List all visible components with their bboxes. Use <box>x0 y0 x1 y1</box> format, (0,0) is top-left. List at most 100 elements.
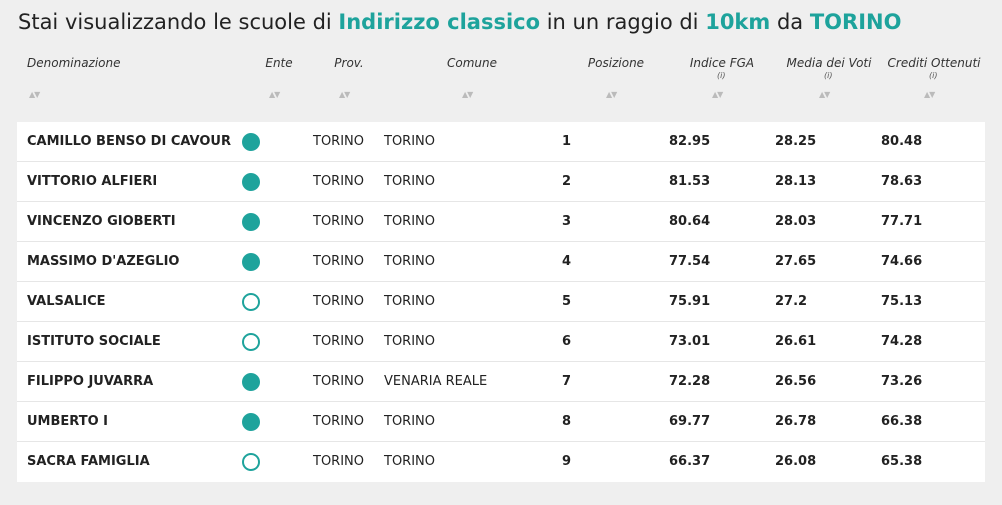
school-name: CAMILLO BENSO DI CAVOUR <box>27 134 231 149</box>
raggio: 10km <box>705 10 771 34</box>
empty-circle-icon <box>242 333 260 351</box>
crediti-value: 65.38 <box>881 454 923 469</box>
comune: TORINO <box>384 214 435 229</box>
column-header[interactable]: Denominazione <box>27 56 121 70</box>
position: 9 <box>562 454 572 469</box>
media-value: 27.65 <box>775 254 817 269</box>
province: TORINO <box>313 214 364 229</box>
page-title: Stai visualizzando le scuole di Indirizz… <box>18 10 902 34</box>
position: 7 <box>562 374 572 389</box>
school-name: SACRA FAMIGLIA <box>27 454 150 469</box>
school-name: VITTORIO ALFIERI <box>27 174 158 189</box>
column-header[interactable]: Comune <box>446 56 498 70</box>
filled-circle-icon <box>242 413 260 431</box>
comune: TORINO <box>384 414 435 429</box>
crediti-value: 74.28 <box>881 334 923 349</box>
comune: TORINO <box>384 254 435 269</box>
column-header[interactable]: Crediti Ottenuti <box>887 56 981 70</box>
position: 6 <box>562 334 572 349</box>
filled-circle-icon <box>242 133 260 151</box>
crediti-value: 75.13 <box>881 294 923 309</box>
sort-arrows-icon[interactable]: ▲▼ <box>29 90 40 99</box>
position: 1 <box>562 134 572 149</box>
school-name: UMBERTO I <box>27 414 108 429</box>
comune: TORINO <box>384 134 435 149</box>
empty-circle-icon <box>242 293 260 311</box>
school-name: FILIPPO JUVARRA <box>27 374 154 389</box>
crediti-value: 73.26 <box>881 374 923 389</box>
school-name: ISTITUTO SOCIALE <box>27 334 161 349</box>
crediti-value: 66.38 <box>881 414 923 429</box>
column-header[interactable]: Media dei Voti <box>786 56 872 70</box>
table-row[interactable]: VALSALICE TORINO TORINO 5 75.91 27.2 75.13 <box>17 282 985 322</box>
table-row[interactable]: VINCENZO GIOBERTI TORINO TORINO 3 80.64 28.03… <box>17 202 985 242</box>
province: TORINO <box>313 134 364 149</box>
table-row[interactable]: ISTITUTO SOCIALE TORINO TORINO 6 73.01 26.61 7… <box>17 322 985 362</box>
school-name: VINCENZO GIOBERTI <box>27 214 176 229</box>
media-value: 26.78 <box>775 414 817 429</box>
sort-arrows-icon[interactable]: ▲▼ <box>339 90 350 99</box>
media-value: 28.13 <box>775 174 817 189</box>
empty-circle-icon <box>242 453 260 471</box>
position: 5 <box>562 294 572 309</box>
crediti-value: 77.71 <box>881 214 923 229</box>
filled-circle-icon <box>242 173 260 191</box>
table-row[interactable]: UMBERTO I TORINO TORINO 8 69.77 26.78 66.38 <box>17 402 985 442</box>
fga-value: 75.91 <box>669 294 711 309</box>
table-row[interactable]: SACRA FAMIGLIA TORINO TORINO 9 66.37 26.08 65.… <box>17 442 985 482</box>
comune: TORINO <box>384 334 435 349</box>
province: TORINO <box>313 454 364 469</box>
comune: TORINO <box>384 454 435 469</box>
province: TORINO <box>313 254 364 269</box>
info-icon[interactable]: (i) <box>824 71 833 80</box>
column-header[interactable]: Posizione <box>587 56 645 70</box>
school-name: MASSIMO D'AZEGLIO <box>27 254 180 269</box>
media-value: 28.25 <box>775 134 817 149</box>
position: 4 <box>562 254 572 269</box>
sort-arrows-icon[interactable]: ▲▼ <box>269 90 280 99</box>
sort-arrows-icon[interactable]: ▲▼ <box>462 90 473 99</box>
media-value: 28.03 <box>775 214 817 229</box>
position: 3 <box>562 214 572 229</box>
info-icon[interactable]: (i) <box>717 71 726 80</box>
column-header[interactable]: Prov. <box>334 56 364 70</box>
fga-value: 72.28 <box>669 374 711 389</box>
media-value: 26.56 <box>775 374 817 389</box>
position: 8 <box>562 414 572 429</box>
citta: TORINO <box>809 10 902 34</box>
fga-value: 69.77 <box>669 414 711 429</box>
sort-arrows-icon[interactable]: ▲▼ <box>819 90 830 99</box>
filled-circle-icon <box>242 253 260 271</box>
filled-circle-icon <box>242 213 260 231</box>
province: TORINO <box>313 334 364 349</box>
fga-value: 81.53 <box>669 174 711 189</box>
comune: TORINO <box>384 294 435 309</box>
filled-circle-icon <box>242 373 260 391</box>
fga-value: 66.37 <box>669 454 711 469</box>
crediti-value: 78.63 <box>881 174 923 189</box>
province: TORINO <box>313 414 364 429</box>
province: TORINO <box>313 174 364 189</box>
media-value: 26.61 <box>775 334 817 349</box>
table-row[interactable]: VITTORIO ALFIERI TORINO TORINO 2 81.53 28.13 7… <box>17 162 985 202</box>
position: 2 <box>562 174 572 189</box>
sort-arrows-icon[interactable]: ▲▼ <box>606 90 617 99</box>
comune: VENARIA REALE <box>384 374 488 389</box>
column-header[interactable]: Indice FGA <box>689 56 755 70</box>
column-header[interactable]: Ente <box>265 56 293 70</box>
province: TORINO <box>313 374 364 389</box>
table-row[interactable]: CAMILLO BENSO DI CAVOUR TORINO TORINO 1 82.9… <box>17 122 985 162</box>
table-row[interactable]: FILIPPO JUVARRA TORINO VENARIA REALE 7 72.28… <box>17 362 985 402</box>
school-name: VALSALICE <box>27 294 106 309</box>
sort-arrows-icon[interactable]: ▲▼ <box>712 90 723 99</box>
sort-arrows-icon[interactable]: ▲▼ <box>924 90 935 99</box>
fga-value: 73.01 <box>669 334 711 349</box>
crediti-value: 80.48 <box>881 134 923 149</box>
media-value: 26.08 <box>775 454 817 469</box>
table-row[interactable]: MASSIMO D'AZEGLIO TORINO TORINO 4 77.54 27.65… <box>17 242 985 282</box>
fga-value: 80.64 <box>669 214 711 229</box>
media-value: 27.2 <box>775 294 808 309</box>
comune: TORINO <box>384 174 435 189</box>
crediti-value: 74.66 <box>881 254 923 269</box>
info-icon[interactable]: (i) <box>929 71 938 80</box>
